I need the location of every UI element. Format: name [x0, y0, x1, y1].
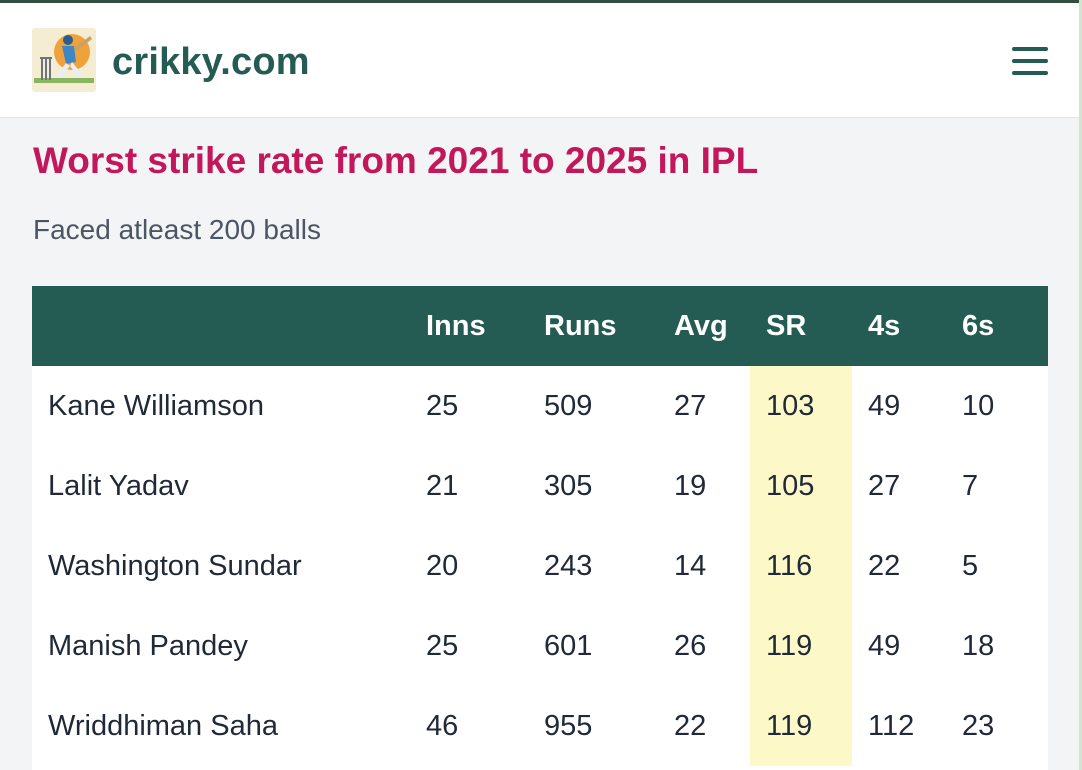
- inns-cell: 25: [426, 629, 459, 662]
- runs-cell: 955: [544, 709, 593, 742]
- window-top-border: [0, 0, 1082, 3]
- table-row: Wriddhiman Saha 46 955 22 119 112 23: [32, 686, 1048, 766]
- window-right-border: [1079, 0, 1082, 770]
- sr-cell: 116: [750, 526, 852, 606]
- sr-cell: 119: [750, 606, 852, 686]
- fours-cell: 27: [868, 469, 901, 502]
- sixes-cell: 7: [962, 469, 979, 502]
- column-header-runs[interactable]: Runs: [544, 309, 617, 342]
- fours-cell: 49: [868, 389, 901, 422]
- fours-cell: 22: [868, 549, 901, 582]
- sr-cell: 105: [750, 446, 852, 526]
- inns-cell: 25: [426, 389, 459, 422]
- sr-cell: 119: [750, 686, 852, 766]
- runs-cell: 243: [544, 549, 593, 582]
- avg-cell: 14: [674, 549, 707, 582]
- table-row: Lalit Yadav 21 305 19 105 27 7: [32, 446, 1048, 526]
- sixes-cell: 23: [962, 709, 995, 742]
- stats-table: Inns Runs Avg SR 4s 6s Kane Williamson 2…: [32, 286, 1048, 766]
- site-brand-link[interactable]: crikky.com: [112, 41, 310, 83]
- runs-cell: 509: [544, 389, 593, 422]
- inns-cell: 20: [426, 549, 459, 582]
- avg-cell: 19: [674, 469, 707, 502]
- avg-cell: 22: [674, 709, 707, 742]
- hamburger-menu-icon[interactable]: [1012, 45, 1048, 77]
- site-header: crikky.com: [0, 3, 1079, 118]
- table-row: Kane Williamson 25 509 27 103 49 10: [32, 366, 1048, 446]
- column-header-avg[interactable]: Avg: [674, 309, 728, 342]
- stats-table-container: Inns Runs Avg SR 4s 6s Kane Williamson 2…: [32, 286, 1048, 770]
- page-subtitle: Faced atleast 200 balls: [33, 214, 321, 245]
- column-header-6s[interactable]: 6s: [962, 309, 995, 342]
- column-header-sr[interactable]: SR: [766, 309, 807, 342]
- column-header-player: [32, 286, 410, 366]
- fours-cell: 112: [868, 709, 915, 742]
- player-name-cell: Manish Pandey: [48, 629, 248, 662]
- sixes-cell: 18: [962, 629, 995, 662]
- column-header-inns[interactable]: Inns: [426, 309, 486, 342]
- table-row: Manish Pandey 25 601 26 119 49 18: [32, 606, 1048, 686]
- player-name-cell: Wriddhiman Saha: [48, 709, 278, 742]
- table-header-row: Inns Runs Avg SR 4s 6s: [32, 286, 1048, 366]
- inns-cell: 46: [426, 709, 459, 742]
- runs-cell: 305: [544, 469, 593, 502]
- avg-cell: 26: [674, 629, 707, 662]
- table-row: Washington Sundar 20 243 14 116 22 5: [32, 526, 1048, 606]
- player-name-cell: Washington Sundar: [48, 549, 302, 582]
- player-name-cell: Lalit Yadav: [48, 469, 189, 502]
- inns-cell: 21: [426, 469, 459, 502]
- runs-cell: 601: [544, 629, 593, 662]
- cricket-batsman-logo-icon[interactable]: [32, 28, 96, 92]
- fours-cell: 49: [868, 629, 901, 662]
- sr-cell: 103: [750, 366, 852, 446]
- avg-cell: 27: [674, 389, 707, 422]
- sixes-cell: 5: [962, 549, 979, 582]
- page-title: Worst strike rate from 2021 to 2025 in I…: [33, 140, 759, 181]
- sixes-cell: 10: [962, 389, 995, 422]
- column-header-4s[interactable]: 4s: [868, 309, 901, 342]
- player-name-cell: Kane Williamson: [48, 389, 264, 422]
